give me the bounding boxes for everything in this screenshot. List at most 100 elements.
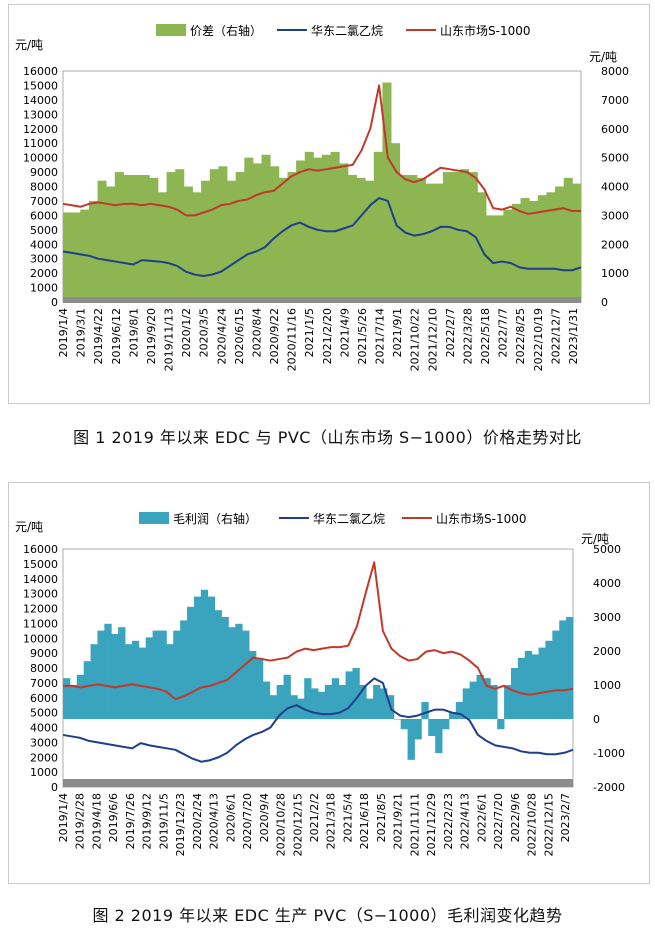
x-tick-label: 2020/4/24 (215, 308, 228, 364)
x-tick-label: 2019/4/22 (92, 308, 105, 364)
area-bar (159, 630, 167, 719)
area-bar (227, 180, 237, 302)
chart-panel-1: 价差（右轴） 华东二氯乙烷 山东市场S-1000 元/吨 元/吨 0 1000 2000 300… (8, 4, 650, 404)
area-bar (510, 668, 519, 719)
area-bar (200, 589, 209, 719)
area-bar (123, 174, 133, 302)
y-left-tick-label: 7000 (30, 195, 58, 208)
area-bar (192, 192, 202, 302)
area-bar (497, 719, 505, 730)
area-bar (494, 215, 504, 303)
y-left-tick-label: 0 (51, 781, 58, 794)
x-tick-label: 2022/6/1 (475, 793, 488, 842)
area-bar (407, 719, 415, 760)
y-right-tick-label: 0 (601, 296, 608, 309)
area-bar (524, 651, 533, 719)
area-bar (380, 688, 388, 719)
x-tick-label: 2021/2/20 (321, 308, 334, 364)
y-left-tick-label: 0 (51, 296, 58, 309)
y-left-tick-label: 5000 (30, 707, 58, 720)
y-right-tick-label: 3000 (593, 611, 621, 624)
legend-label-edc: 华东二氯乙烷 (313, 512, 385, 526)
x-tick-label: 2021/6/18 (358, 793, 371, 849)
legend-label-pvc: 山东市场S-1000 (440, 23, 531, 38)
area-bar (218, 166, 228, 302)
area-bar (193, 596, 202, 719)
area-bar (106, 186, 116, 302)
x-tick-label: 2021/1/5 (303, 308, 316, 357)
area-bar (114, 172, 124, 302)
x-tick-label: 2019/9/12 (141, 793, 154, 849)
x-tick-label: 2020/7/20 (241, 793, 254, 849)
area-bar (434, 183, 444, 302)
area-bar (347, 174, 357, 302)
x-tick-label: 2020/10/28 (275, 793, 288, 856)
area-bar (330, 151, 340, 302)
area-bar (517, 657, 526, 719)
area-bar (442, 172, 452, 302)
chart-svg-2: 毛利润（右轴） 华东二氯乙烷 山东市场S-1000元/吨元/吨01000200030… (15, 511, 625, 856)
y-right-tick-label: 1000 (601, 267, 629, 280)
area-bar (201, 180, 211, 302)
y-left-tick-label: 10000 (23, 632, 58, 645)
area-bar (287, 172, 297, 302)
area-bar (249, 651, 257, 719)
area-bar (157, 192, 167, 302)
x-tick-label: 2019/12/23 (174, 793, 187, 856)
y-right-tick-label: 0 (593, 713, 600, 726)
x-tick-label: 2022/9/6 (509, 793, 522, 842)
x-tick-label: 2022/5/18 (479, 308, 492, 364)
x-tick-label: 2022/10/28 (526, 793, 539, 856)
y-right-tick-label: -1000 (593, 747, 625, 760)
area-bar (118, 627, 126, 719)
area-bar (214, 610, 222, 719)
y-left-tick-label: 2000 (30, 751, 58, 764)
y-left-tick-label: 11000 (23, 137, 58, 150)
x-tick-label: 2019/8/1 (127, 308, 140, 357)
x-tick-label: 2022/10/19 (532, 308, 545, 371)
area-bar (149, 177, 159, 302)
x-tick-label: 2021/9/21 (392, 793, 405, 849)
x-tick-label: 2020/1/2 (180, 308, 193, 357)
y-left-unit: 元/吨 (15, 520, 43, 534)
area-bar (373, 685, 381, 719)
area-bar (304, 678, 312, 719)
area-bar (356, 177, 366, 302)
area-bar (166, 644, 174, 719)
area-bar (90, 644, 98, 719)
area-bar (366, 698, 374, 719)
legend-swatch-area (139, 512, 169, 524)
area-bar (339, 163, 349, 302)
y-right-tick-label: 1000 (593, 679, 621, 692)
y-right-unit: 元/吨 (589, 50, 617, 64)
area-bar (173, 630, 181, 719)
y-left-tick-label: 10000 (23, 152, 58, 165)
x-tick-label: 2020/9/22 (268, 308, 281, 364)
legend-label-edc: 华东二氯乙烷 (311, 24, 383, 38)
x-tick-label: 2019/7/26 (124, 793, 137, 849)
area-bar (76, 674, 85, 719)
y-left-tick-label: 3000 (30, 253, 58, 266)
area-bar (545, 640, 553, 719)
area-bar (428, 719, 436, 736)
area-bar (477, 192, 487, 302)
x-tick-label: 2019/11/13 (163, 308, 176, 371)
x-tick-label: 2019/1/4 (57, 793, 70, 842)
area-bar (255, 657, 264, 719)
baseline-strip (63, 779, 573, 787)
x-tick-label: 2020/6/1 (224, 793, 237, 842)
y-left-tick-label: 8000 (30, 181, 58, 194)
y-right-tick-label: 4000 (601, 181, 629, 194)
area-bar (425, 183, 435, 302)
area-bar (563, 177, 573, 302)
x-tick-label: 2022/2/7 (444, 308, 457, 357)
y-left-tick-label: 4000 (30, 238, 58, 251)
series-line-pvc (63, 561, 574, 701)
area-bar (414, 719, 422, 740)
series-line-edc (62, 677, 574, 763)
area-bar (486, 215, 496, 303)
area-bar (520, 198, 530, 302)
x-tick-label: 2021/9/1 (391, 308, 404, 357)
area-bar (131, 640, 140, 719)
y-left-tick-label: 14000 (23, 94, 58, 107)
